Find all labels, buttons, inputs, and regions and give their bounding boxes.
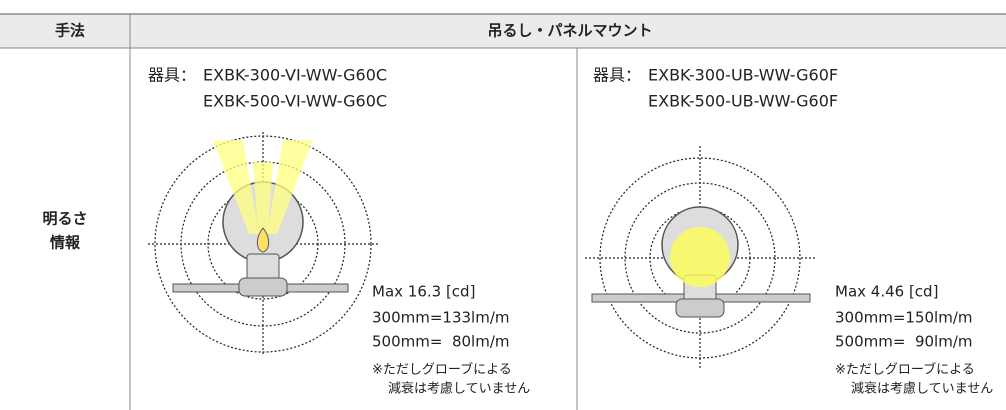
model: EXBK-300-UB-WW-G60F — [648, 66, 838, 85]
row-label: 情報 — [50, 234, 81, 252]
note: 減衰は考慮していません — [388, 381, 530, 397]
flux: 500mm= 90lm/m — [835, 333, 973, 351]
bulb-base — [675, 298, 725, 318]
bulb-base — [238, 277, 288, 297]
flame — [256, 227, 270, 253]
max-intensity: Max 4.46 [cd] — [835, 283, 938, 301]
row-label: 明るさ — [42, 210, 87, 228]
header-mount: 吊るし・パネルマウント — [487, 22, 652, 40]
header-bg — [0, 14, 1006, 48]
light-beam — [253, 162, 273, 234]
model: EXBK-500-UB-WW-G60F — [648, 92, 838, 111]
fixture-label: 器具： — [148, 66, 196, 85]
header-method: 手法 — [55, 22, 85, 40]
flux: 300mm=133lm/m — [372, 309, 510, 327]
fixture-label: 器具： — [593, 66, 641, 85]
light-glow — [670, 227, 730, 287]
note: ※ただしグローブによる — [835, 362, 975, 378]
note: ※ただしグローブによる — [372, 362, 512, 378]
model: EXBK-300-VI-WW-G60C — [203, 66, 387, 85]
flux: 300mm=150lm/m — [835, 309, 973, 327]
flux: 500mm= 80lm/m — [372, 333, 510, 351]
light-beam — [213, 140, 259, 234]
light-beam — [267, 140, 313, 234]
model: EXBK-500-VI-WW-G60C — [203, 92, 387, 111]
bulb-neck — [246, 253, 280, 281]
max-intensity: Max 16.3 [cd] — [372, 283, 475, 301]
note: 減衰は考慮していません — [851, 381, 993, 397]
